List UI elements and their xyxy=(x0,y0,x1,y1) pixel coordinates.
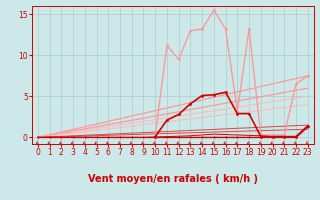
X-axis label: Vent moyen/en rafales ( km/h ): Vent moyen/en rafales ( km/h ) xyxy=(88,174,258,184)
